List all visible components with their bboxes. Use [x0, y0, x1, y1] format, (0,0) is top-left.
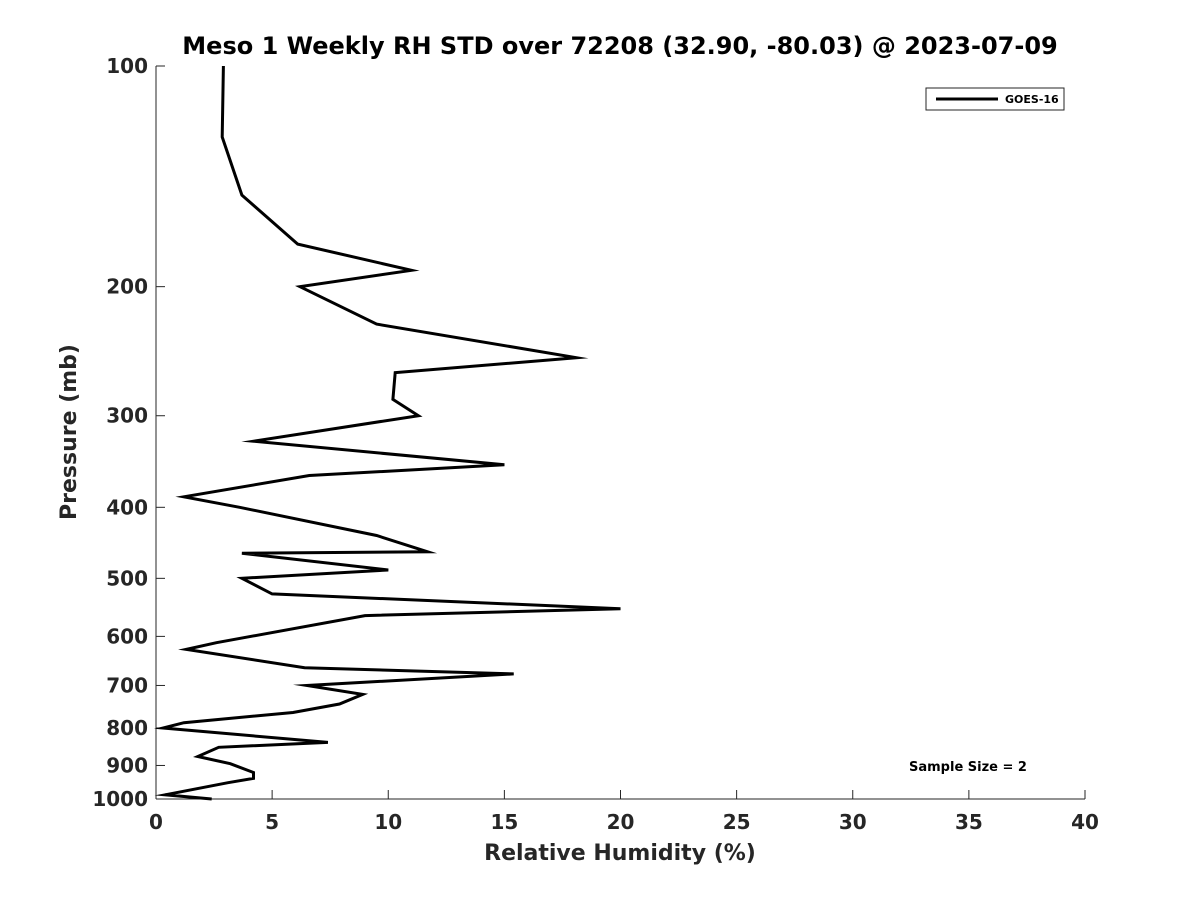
x-tick-label: 30: [839, 810, 867, 834]
y-tick-label: 100: [106, 54, 148, 78]
x-tick-label: 15: [490, 810, 518, 834]
y-tick-label: 700: [106, 673, 148, 697]
y-tick-label: 600: [106, 624, 148, 648]
series-line-goes-16: [154, 65, 621, 801]
x-tick-label: 35: [955, 810, 983, 834]
chart-title: Meso 1 Weekly RH STD over 72208 (32.90, …: [182, 32, 1057, 60]
x-tick-label: 20: [607, 810, 635, 834]
y-tick-label: 800: [106, 716, 148, 740]
legend-label-goes-16: GOES-16: [1005, 93, 1059, 106]
x-axis-ticks: 0 5 10 15 20 25 30 35 40: [149, 790, 1099, 834]
y-tick-label: 400: [106, 495, 148, 519]
x-tick-label: 10: [374, 810, 402, 834]
y-tick-label: 300: [106, 404, 148, 428]
y-tick-label: 1000: [92, 787, 148, 811]
x-axis-label: Relative Humidity (%): [484, 841, 756, 866]
series-layer: [154, 65, 621, 801]
y-axis-label: Pressure (mb): [57, 344, 82, 520]
legend: GOES-16: [925, 87, 1065, 111]
y-tick-label: 200: [106, 275, 148, 299]
sample-size-annotation: Sample Size = 2: [909, 760, 1027, 775]
y-tick-label: 500: [106, 566, 148, 590]
x-tick-label: 0: [149, 810, 163, 834]
y-tick-label: 900: [106, 753, 148, 777]
x-tick-label: 40: [1071, 810, 1099, 834]
x-tick-label: 25: [723, 810, 751, 834]
x-tick-label: 5: [265, 810, 279, 834]
y-axis-ticks: 100 200 300 400 500 600 700 800 900 1000: [92, 54, 165, 811]
